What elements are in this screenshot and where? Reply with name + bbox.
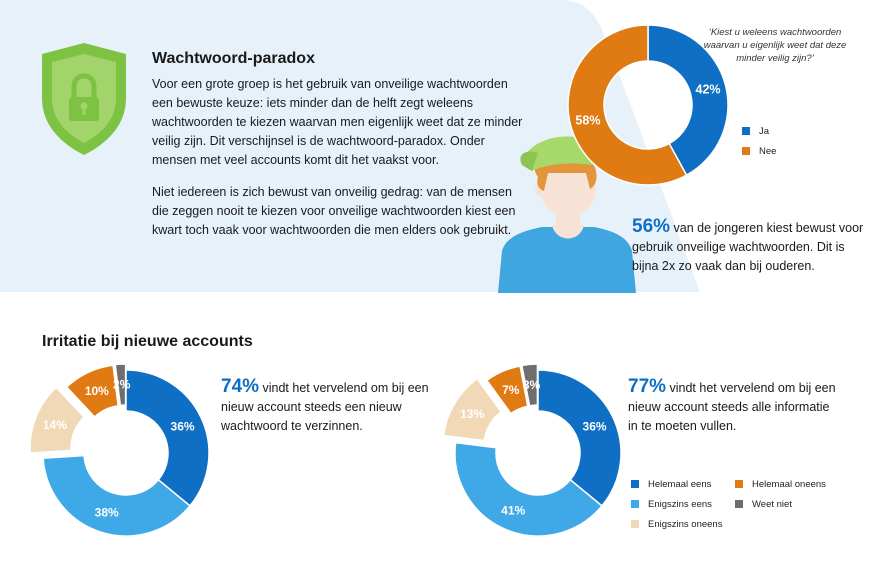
teen-stat-text: van de jongeren kiest bewust voor gebrui… — [632, 221, 864, 273]
legend-label: Weet niet — [752, 498, 792, 510]
legend-swatch — [742, 127, 750, 135]
legend-label: Enigszins oneens — [648, 518, 723, 530]
information-donut-chart: 36% 41% 13% 7% 3% — [442, 363, 622, 537]
survey-question: ‘Kiest u weleens wachtwoorden waarvan u … — [703, 27, 847, 64]
donut-label-weet-niet: 2% — [113, 378, 131, 392]
legend-swatch — [735, 500, 743, 508]
donut-slice-helemaal-oneens — [485, 365, 529, 415]
donut-slice-enigszins-oneens — [442, 377, 503, 442]
legend-item-enigszins-eens: Enigszins eens — [631, 494, 722, 514]
donut-label-weet-niet: 3% — [523, 378, 541, 392]
donut-slice-helemaal-eens — [537, 369, 622, 507]
legend-label: Helemaal oneens — [752, 478, 826, 490]
legend-label: Helemaal eens — [648, 478, 712, 490]
stat-new-password: 74% vindt het vervelend om bij een nieuw… — [221, 377, 431, 436]
legend-item-nee: Nee — [742, 141, 776, 161]
stat-fill-info: 77% vindt het vervelend om bij een nieuw… — [628, 377, 838, 436]
donut-label-enigszins-eens: 38% — [95, 505, 119, 519]
teen-stat-pct: 56% — [632, 216, 671, 237]
irritation-title: Irritatie bij nieuwe accounts — [42, 333, 253, 350]
legend-item-enigszins-oneens: Enigszins oneens — [631, 514, 722, 534]
donut-slice-nee — [567, 24, 688, 186]
donut-slice-enigszins-oneens — [29, 386, 86, 454]
paradox-paragraph-1: Voor een grote groep is het gebruik van … — [152, 77, 523, 167]
stat-fill-info-pct: 77% — [628, 376, 667, 397]
legend-swatch — [742, 147, 750, 155]
donut-label-nee: 58% — [575, 113, 600, 127]
donut-slice-helemaal-eens — [125, 369, 210, 507]
donut-slice-enigszins-eens — [454, 441, 604, 537]
legend-label: Ja — [759, 125, 770, 137]
donut-slice-enigszins-eens — [42, 454, 192, 537]
donut-slice-weet-niet — [521, 363, 539, 407]
donut-label-helemaal-oneens: 10% — [85, 384, 109, 398]
legend-item-ja: Ja — [742, 121, 776, 141]
paradox-donut-chart: 42% 58% — [567, 24, 729, 186]
panel-background — [0, 0, 700, 292]
legend-swatch — [631, 500, 639, 508]
paradox-paragraph-2: Niet iedereen is zich bewust van onveili… — [152, 185, 516, 237]
legend-item-helemaal-eens: Helemaal eens — [631, 474, 722, 494]
donut-slice-weet-niet — [114, 363, 127, 407]
paradox-title: Wachtwoord-paradox — [152, 50, 315, 67]
donut-label-enigszins-oneens: 14% — [43, 418, 67, 432]
stat-new-password-pct: 74% — [221, 376, 260, 397]
legend-label: Enigszins eens — [648, 498, 712, 510]
legend-item-helemaal-oneens: Helemaal oneens — [735, 474, 826, 494]
donut-label-helemaal-eens: 36% — [171, 419, 195, 433]
legend-label: Nee — [759, 145, 777, 157]
donut-label-enigszins-eens: 41% — [501, 503, 525, 517]
donut-label-ja: 42% — [696, 83, 721, 97]
legend-swatch — [631, 520, 639, 528]
legend-item-weet-niet: Weet niet — [735, 494, 826, 514]
donut-label-enigszins-oneens: 13% — [460, 407, 484, 421]
donut-label-helemaal-eens: 36% — [583, 419, 607, 433]
legend-swatch — [631, 480, 639, 488]
paradox-panel — [0, 0, 700, 292]
irritation-legend: Helemaal eens Enigszins eens Enigszins o… — [631, 474, 722, 534]
stat-fill-info-text: vindt het vervelend om bij een nieuw acc… — [628, 381, 836, 433]
donut-slice-helemaal-oneens — [65, 364, 120, 419]
legend-swatch — [735, 480, 743, 488]
donut-slice-ja — [647, 24, 729, 177]
teen-person-illustration — [498, 136, 636, 293]
donut-label-helemaal-oneens: 7% — [502, 383, 520, 397]
password-donut-chart: 36% 38% 14% 10% 2% — [29, 363, 210, 537]
shield-lock-icon — [42, 43, 126, 155]
teen-stat: 56% van de jongeren kiest bewust voor ge… — [632, 217, 872, 276]
paradox-legend: Ja Nee — [742, 121, 776, 161]
stat-new-password-text: vindt het vervelend om bij een nieuw acc… — [221, 381, 429, 433]
irritation-legend-2: Helemaal oneens Weet niet — [735, 474, 826, 514]
